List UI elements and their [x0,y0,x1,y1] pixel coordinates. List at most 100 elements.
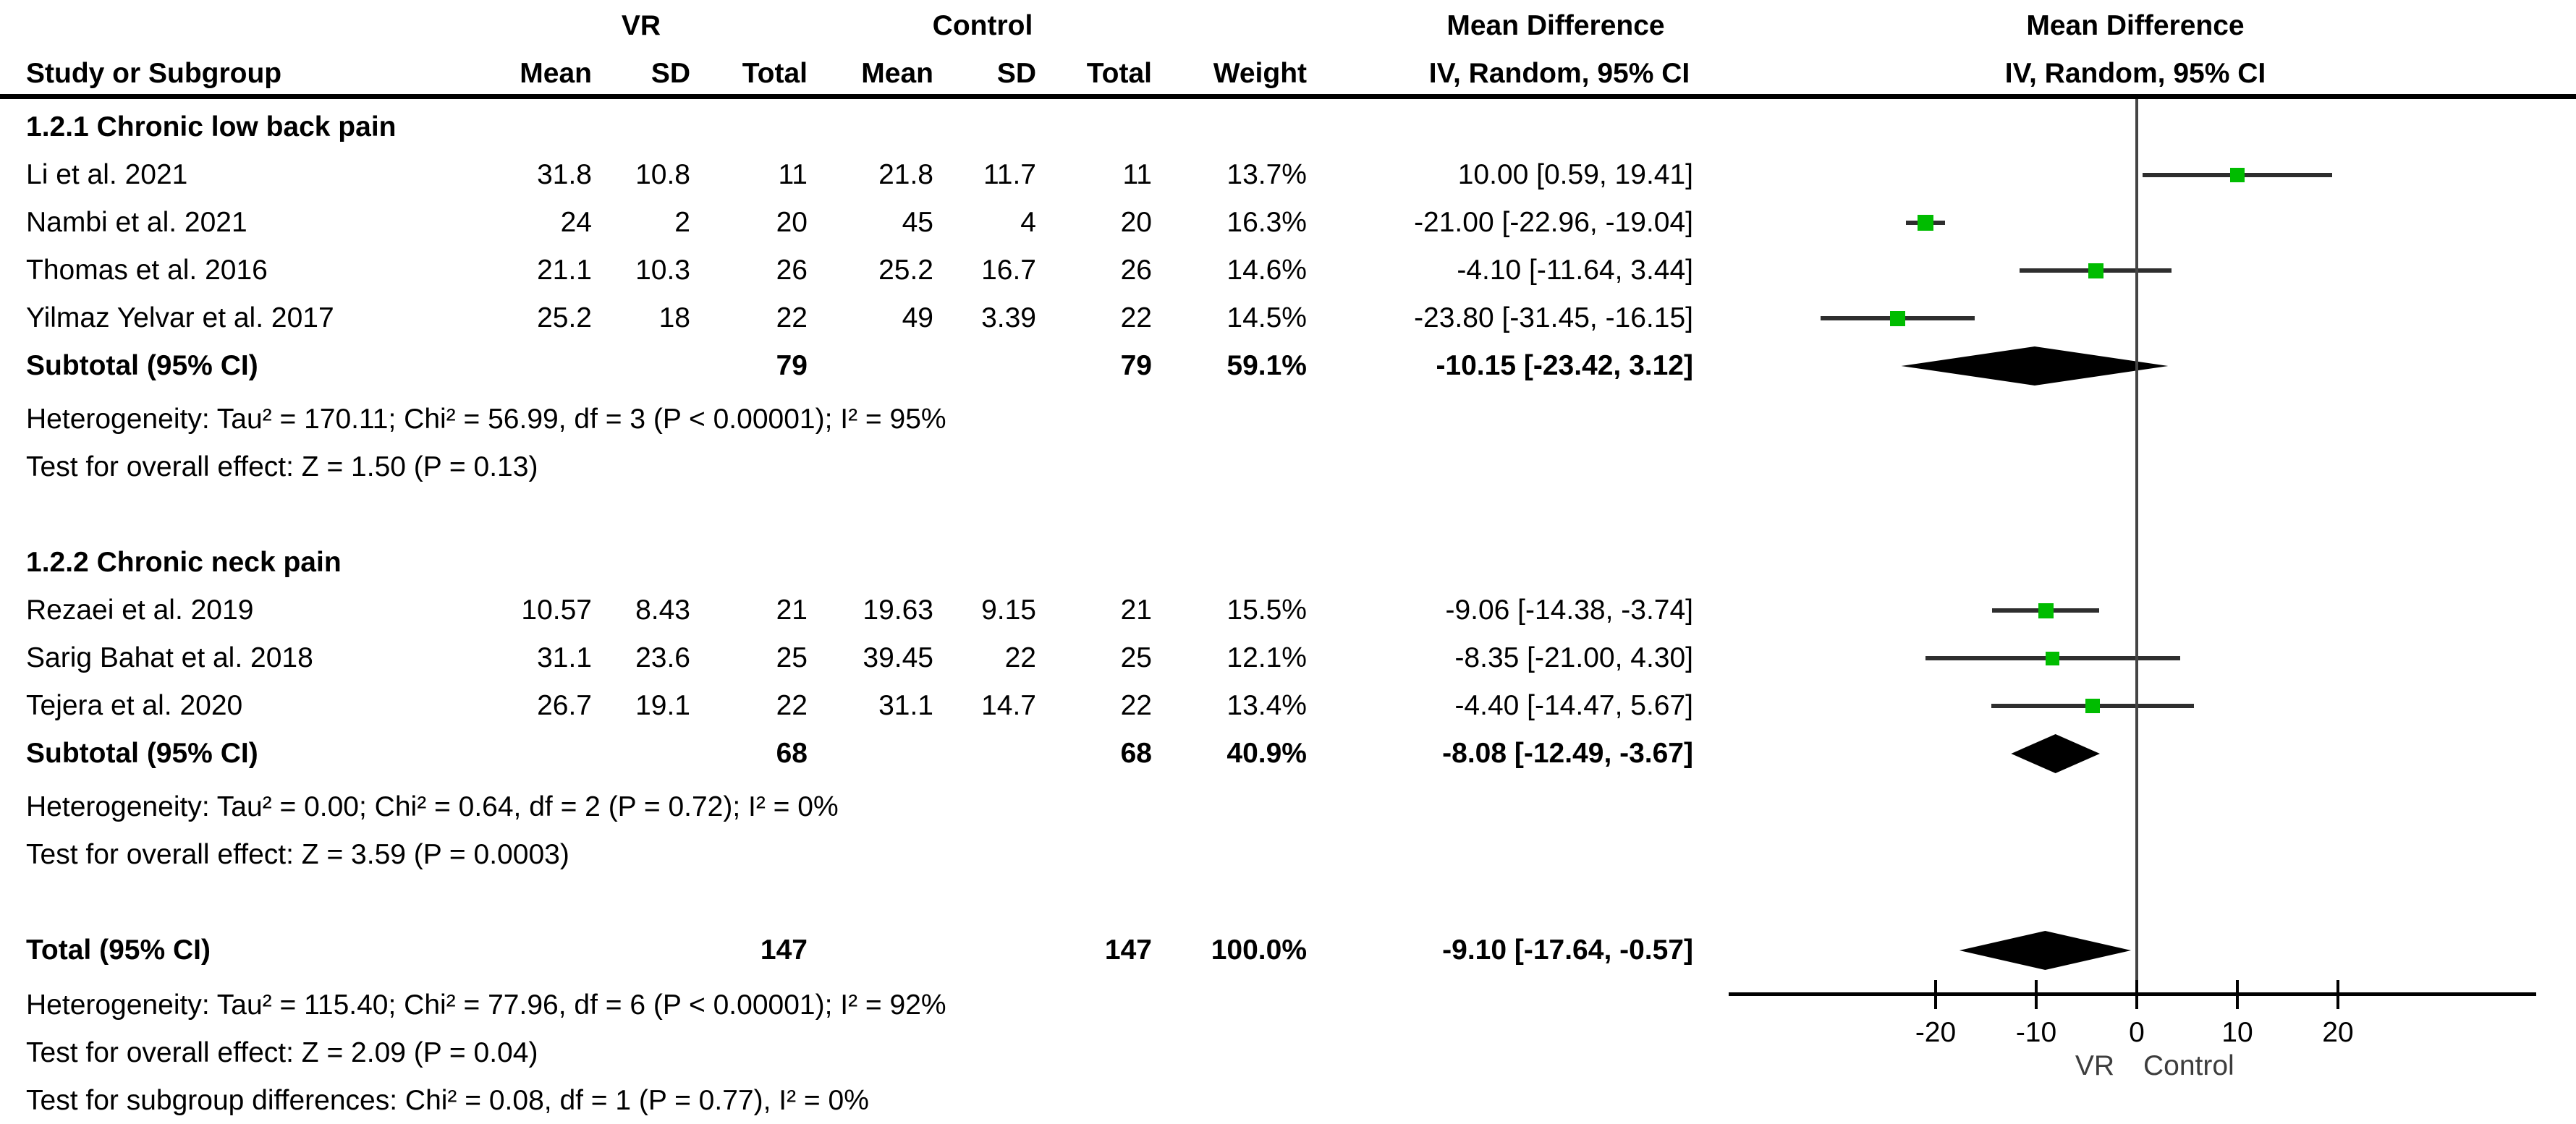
ctrl-sd: 4 [1020,207,1036,238]
column-header-vr-sd: SD [651,58,690,89]
vr-sd: 10.3 [635,255,690,286]
vr-sd: 23.6 [635,642,690,673]
study-name: Nambi et al. 2021 [26,207,247,238]
vr-sd: 18 [658,302,690,333]
vr-mean: 26.7 [537,690,592,721]
column-header-vr-total: Total [742,58,808,89]
x-axis-tick-label: 20 [2322,1017,2354,1048]
ctrl-total: 25 [1120,642,1152,673]
ctrl-sd: 14.7 [981,690,1036,721]
vr-mean: 31.1 [537,642,592,673]
plot-column-header-ci: IV, Random, 95% CI [2004,58,2266,89]
effect-marker [2088,263,2103,278]
effect-marker [1889,310,1905,326]
vr-total: 147 [760,934,808,966]
vr-total: 22 [776,302,808,333]
study-name: Li et al. 2021 [26,159,188,190]
favours-left-label: VR [2075,1050,2114,1081]
effect-measure-header: Mean Difference [1446,10,1665,41]
column-header-ci: IV, Random, 95% CI [1428,58,1690,89]
x-axis-tick-label: -20 [1915,1017,1957,1048]
column-header-ctrl-mean: Mean [861,58,933,89]
column-header-ctrl-sd: SD [996,58,1036,89]
pooled-label: Subtotal (95% CI) [26,738,258,769]
study-name: Yilmaz Yelvar et al. 2017 [26,302,334,333]
ctrl-sd: 9.15 [981,595,1036,626]
favours-right-label: Control [2143,1050,2234,1081]
vr-sd: 19.1 [635,690,690,721]
weight-value: 14.5% [1226,302,1307,333]
x-axis-tick [2035,980,2038,1009]
ci-text: -10.15 [-23.42, 3.12] [1436,350,1693,381]
x-axis-tick [2236,980,2239,1009]
vr-total: 22 [776,690,808,721]
ctrl-mean: 45 [902,207,933,238]
vr-total: 25 [776,642,808,673]
weight-value: 16.3% [1226,207,1307,238]
ctrl-mean: 21.8 [878,159,933,190]
ctrl-total: 147 [1104,934,1152,966]
effect-marker [2085,699,2100,713]
vr-total: 21 [776,595,808,626]
vr-total: 68 [776,738,808,769]
vr-mean: 10.57 [521,595,592,626]
ctrl-mean: 49 [902,302,933,333]
vr-sd: 10.8 [635,159,690,190]
weight-value: 13.7% [1226,159,1307,190]
column-header-weight: Weight [1213,58,1307,89]
weight-value: 14.6% [1226,255,1307,286]
ctrl-mean: 31.1 [878,690,933,721]
column-group-vr: VR [621,10,661,41]
vr-total: 11 [778,159,808,190]
effect-marker [1918,215,1934,231]
ctrl-sd: 22 [1004,642,1036,673]
x-axis-tick [2135,980,2138,1009]
subtotal-diamond [1901,346,2169,386]
column-header-ctrl-total: Total [1086,58,1152,89]
ci-text: -8.35 [-21.00, 4.30] [1454,642,1693,673]
column-header-study: Study or Subgroup [26,58,282,89]
x-axis-tick-label: -10 [2015,1017,2057,1048]
vr-mean: 25.2 [537,302,592,333]
plot-effect-measure-header: Mean Difference [2026,10,2245,41]
vr-mean: 21.1 [537,255,592,286]
ctrl-mean: 25.2 [878,255,933,286]
subgroup-heading: 1.2.1 Chronic low back pain [26,111,397,142]
weight-value: 15.5% [1226,595,1307,626]
effect-marker [2046,651,2060,665]
study-name: Rezaei et al. 2019 [26,595,254,626]
ctrl-total: 21 [1120,595,1152,626]
ci-text: 10.00 [0.59, 19.41] [1457,159,1693,190]
overall-effect-text: Test for overall effect: Z = 3.59 (P = 0… [26,839,569,870]
ctrl-sd: 11.7 [983,159,1036,190]
overall-effect-text: Test for overall effect: Z = 1.50 (P = 0… [26,451,538,482]
total-diamond [1959,931,2132,970]
weight-value: 100.0% [1211,934,1307,966]
heterogeneity-text: Heterogeneity: Tau² = 0.00; Chi² = 0.64,… [26,791,839,822]
vr-total: 79 [776,350,808,381]
header-divider-line [0,94,2576,99]
ctrl-total: 79 [1120,350,1152,381]
x-axis-tick-label: 10 [2221,1017,2253,1048]
subgroup-differences-text: Test for subgroup differences: Chi² = 0.… [26,1085,869,1116]
ci-text: -9.10 [-17.64, -0.57] [1442,934,1693,966]
ctrl-total: 11 [1122,159,1153,190]
vr-mean: 24 [560,207,592,238]
vr-sd: 2 [674,207,690,238]
ci-text: -21.00 [-22.96, -19.04] [1414,207,1693,238]
subtotal-diamond [2011,734,2100,773]
ci-text: -4.10 [-11.64, 3.44] [1457,255,1693,286]
vr-sd: 8.43 [635,595,690,626]
study-name: Sarig Bahat et al. 2018 [26,642,313,673]
zero-line [2135,99,2138,996]
effect-marker [2230,168,2245,182]
study-name: Thomas et al. 2016 [26,255,268,286]
vr-total: 20 [776,207,808,238]
x-axis-tick [2336,980,2339,1009]
ci-text: -9.06 [-14.38, -3.74] [1445,595,1693,626]
subgroup-heading: 1.2.2 Chronic neck pain [26,547,342,578]
ctrl-total: 22 [1120,302,1152,333]
weight-value: 13.4% [1226,690,1307,721]
vr-total: 26 [776,255,808,286]
